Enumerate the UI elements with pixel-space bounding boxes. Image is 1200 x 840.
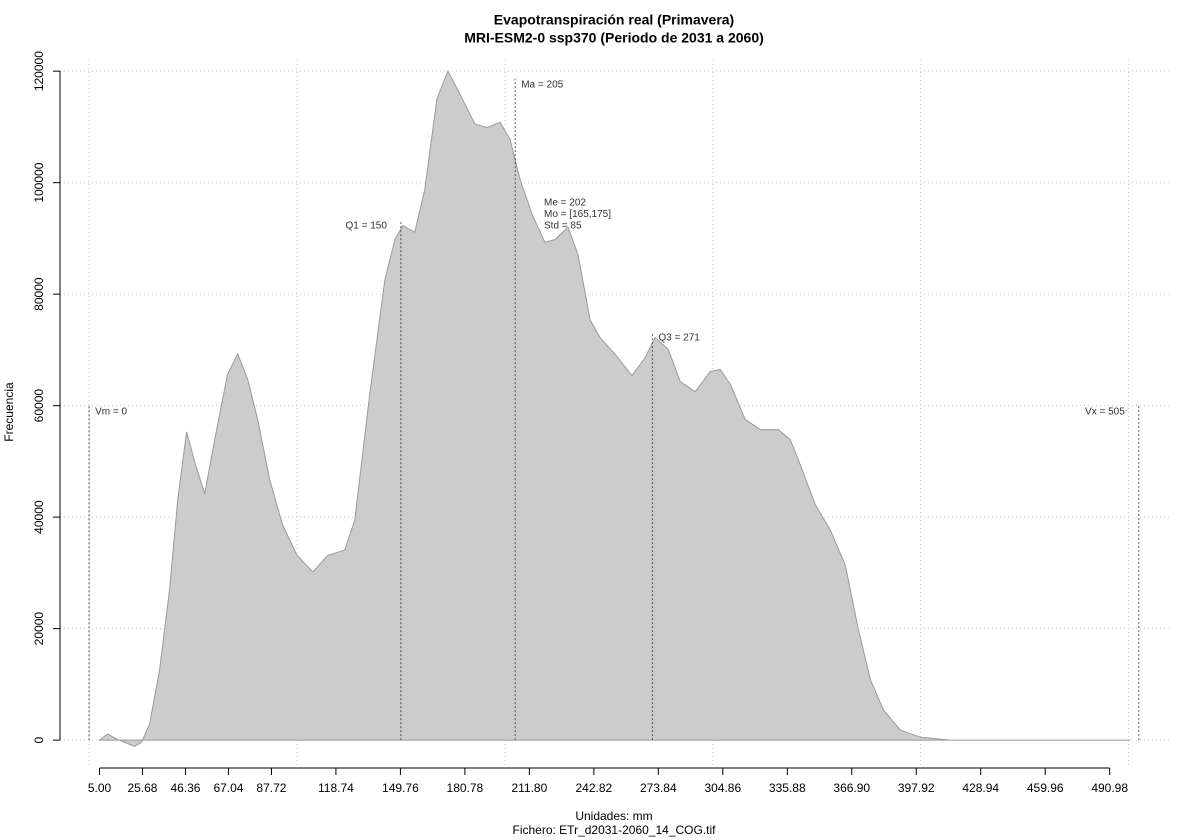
x-tick-label: 366.90 — [833, 781, 870, 795]
y-tick-label: 60000 — [32, 389, 46, 423]
y-tick-label: 0 — [32, 736, 46, 743]
y-axis-label: Frecuencia — [2, 382, 16, 442]
x-tick-label: 180.78 — [447, 781, 484, 795]
caption: Fichero: ETr_d2031-2060_14_COG.tif — [513, 823, 717, 837]
x-tick-label: 397.92 — [898, 781, 935, 795]
y-tick-label: 80000 — [32, 277, 46, 311]
marker-label: Q1 = 150 — [345, 221, 387, 232]
x-tick-label: 46.36 — [170, 781, 200, 795]
annotation: Me = 202 — [544, 198, 586, 209]
x-tick-label: 67.04 — [213, 781, 243, 795]
y-tick-label: 100000 — [32, 162, 46, 202]
x-axis-label: Unidades: mm — [575, 809, 652, 823]
x-tick-label: 149.76 — [382, 781, 419, 795]
x-tick-label: 304.86 — [704, 781, 741, 795]
x-tick-label: 428.94 — [962, 781, 999, 795]
density-area — [98, 69, 1131, 747]
chart-subtitle: MRI-ESM2-0 ssp370 (Periodo de 2031 a 206… — [464, 30, 764, 46]
y-tick-label: 120000 — [32, 51, 46, 91]
y-tick-label: 20000 — [32, 612, 46, 646]
x-tick-label: 118.74 — [318, 781, 354, 795]
marker-label: Q3 = 271 — [658, 333, 700, 344]
x-tick-label: 335.88 — [769, 781, 806, 795]
x-tick-label: 490.98 — [1091, 781, 1128, 795]
x-tick-label: 273.84 — [640, 781, 677, 795]
x-tick-label: 242.82 — [575, 781, 612, 795]
marker-label: Vx = 505 — [1085, 407, 1125, 418]
x-tick-label: 25.68 — [127, 781, 157, 795]
y-tick-label: 40000 — [32, 500, 46, 534]
x-tick-label: 211.80 — [511, 781, 547, 795]
marker-label: Ma = 205 — [521, 80, 563, 91]
x-tick-label: 5.00 — [88, 781, 112, 795]
annotation: Std = 85 — [544, 221, 582, 232]
chart-title: Evapotranspiración real (Primavera) — [494, 12, 734, 28]
annotation: Mo = [165,175] — [544, 209, 611, 220]
marker-label: Vm = 0 — [95, 407, 127, 418]
x-tick-label: 459.96 — [1027, 781, 1064, 795]
x-tick-label: 87.72 — [256, 781, 286, 795]
